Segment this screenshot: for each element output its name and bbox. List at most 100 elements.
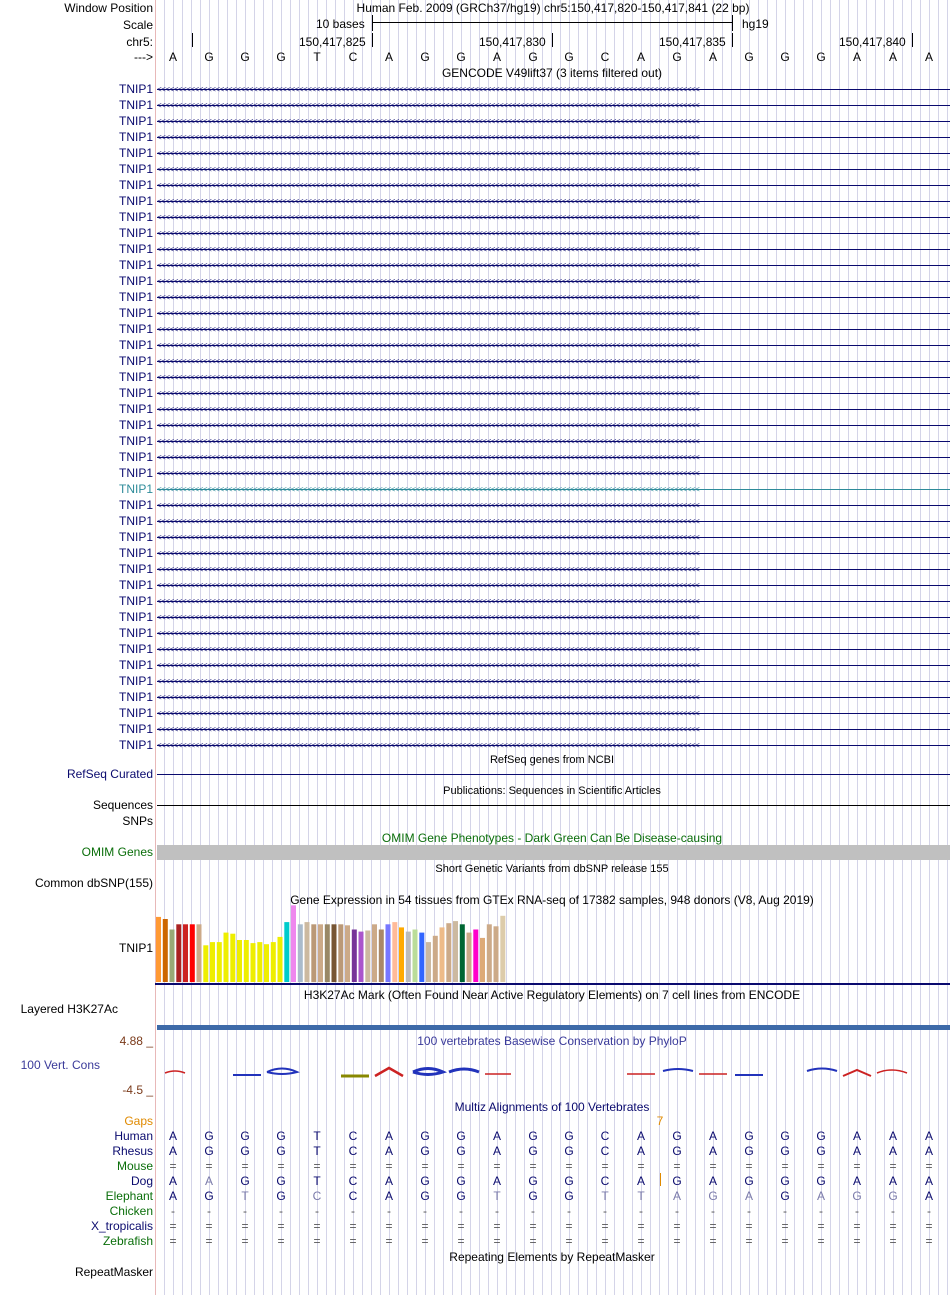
gtex-tissue-bar[interactable] [243,940,249,982]
gencode-transcript-line[interactable] [157,185,950,186]
gtex-tissue-bar[interactable] [466,932,472,982]
gencode-transcript-line[interactable] [157,249,950,250]
repeatmasker-label[interactable]: RepeatMasker [74,1265,153,1279]
gtex-label[interactable]: TNIP1 [118,941,153,955]
gtex-tissue-bar[interactable] [439,927,445,982]
gtex-tissue-bar[interactable] [156,916,161,982]
gtex-tissue-bar[interactable] [358,931,364,982]
gencode-transcript-line[interactable] [157,361,950,362]
gtex-tissue-bar[interactable] [399,927,404,982]
gencode-gene-label[interactable]: TNIP1 [118,194,153,208]
gencode-transcript-line[interactable] [157,601,950,602]
gtex-tissue-bar[interactable] [324,924,330,983]
gencode-gene-label[interactable]: TNIP1 [118,722,153,736]
species-label[interactable]: X_tropicalis [90,1219,153,1233]
gencode-transcript-line[interactable] [157,121,950,122]
gencode-gene-label[interactable]: TNIP1 [118,514,153,528]
gencode-transcript-line[interactable] [157,665,950,666]
gtex-tissue-bar[interactable] [196,924,202,983]
gtex-tissue-bar[interactable] [203,945,209,983]
gencode-transcript-line[interactable] [157,633,950,634]
gaps-label[interactable]: Gaps [124,1114,153,1128]
gencode-transcript-line[interactable] [157,537,950,538]
gtex-tissue-bar[interactable] [291,905,296,982]
h3k27ac-label[interactable]: Layered H3K27Ac [20,1002,118,1016]
gencode-gene-label[interactable]: TNIP1 [118,402,153,416]
gtex-tissue-bar[interactable] [372,924,377,983]
gtex-tissue-bar[interactable] [176,924,182,983]
gtex-tissue-bar[interactable] [169,929,175,983]
gencode-gene-label[interactable]: TNIP1 [118,450,153,464]
species-label[interactable]: Elephant [105,1189,153,1203]
gencode-transcript-line[interactable] [157,441,950,442]
gtex-tissue-bar[interactable] [426,942,431,982]
gencode-gene-label[interactable]: TNIP1 [118,354,153,368]
gencode-transcript-line[interactable] [157,329,950,330]
gencode-transcript-line[interactable] [157,393,950,394]
gtex-tissue-bar[interactable] [250,943,256,982]
gencode-transcript-line[interactable] [157,233,950,234]
gtex-tissue-bar[interactable] [365,930,371,983]
species-label[interactable]: Human [114,1129,153,1143]
gencode-gene-label[interactable]: TNIP1 [118,642,153,656]
multiz-title[interactable]: Multiz Alignments of 100 Vertebrates [454,1100,650,1114]
gtex-tissue-bar[interactable] [264,944,269,982]
phylop-title[interactable]: 100 vertebrates Basewise Conservation by… [417,1034,687,1048]
gtex-tissue-bar[interactable] [453,921,458,982]
gtex-tissue-bar[interactable] [277,936,283,982]
gtex-tissue-bar[interactable] [405,931,411,982]
gencode-transcript-line[interactable] [157,425,950,426]
snps-label[interactable]: SNPs [122,814,153,828]
gtex-tissue-bar[interactable] [210,942,215,982]
gencode-gene-label[interactable]: TNIP1 [118,210,153,224]
species-label[interactable]: Rhesus [112,1144,153,1158]
gtex-tissue-bar[interactable] [162,919,168,982]
gencode-transcript-line[interactable] [157,569,950,570]
gencode-transcript-line[interactable] [157,169,950,170]
gencode-gene-label[interactable]: TNIP1 [118,98,153,112]
gencode-gene-label[interactable]: TNIP1 [118,82,153,96]
gtex-tissue-bar[interactable] [493,926,499,982]
gtex-title[interactable]: Gene Expression in 54 tissues from GTEx … [290,893,814,907]
gencode-transcript-line[interactable] [157,457,950,458]
gtex-tissue-bar[interactable] [223,932,229,982]
gencode-transcript-line[interactable] [157,137,950,138]
gtex-tissue-bar[interactable] [446,923,452,982]
gencode-gene-label[interactable]: TNIP1 [118,738,153,752]
gencode-gene-label[interactable]: TNIP1 [118,658,153,672]
gencode-transcript-line[interactable] [157,553,950,554]
species-label[interactable]: Zebrafish [102,1234,153,1248]
dbsnp-label[interactable]: Common dbSNP(155) [34,876,153,890]
gencode-gene-label[interactable]: TNIP1 [118,498,153,512]
gencode-gene-label[interactable]: TNIP1 [118,610,153,624]
assembly-title[interactable]: Human Feb. 2009 (GRCh37/hg19) chr5:150,4… [356,1,750,15]
gtex-expression-chart[interactable] [155,905,950,985]
phylop-label[interactable]: 100 Vert. Cons [20,1058,100,1072]
gencode-gene-label[interactable]: TNIP1 [118,130,153,144]
gencode-transcript-line[interactable] [157,265,950,266]
gtex-tissue-bar[interactable] [216,942,222,982]
gencode-gene-label[interactable]: TNIP1 [118,370,153,384]
gtex-tissue-bar[interactable] [500,915,506,982]
gencode-transcript-line[interactable] [157,489,950,490]
gtex-tissue-bar[interactable] [392,922,398,982]
gtex-tissue-bar[interactable] [480,937,485,982]
phylop-conservation-logo[interactable] [155,1062,950,1082]
gencode-transcript-line[interactable] [157,713,950,714]
omim-title[interactable]: OMIM Gene Phenotypes - Dark Green Can Be… [381,831,723,845]
gencode-gene-label[interactable]: TNIP1 [118,258,153,272]
gtex-tissue-bar[interactable] [270,942,276,982]
publications-label[interactable]: Sequences [92,798,153,812]
gencode-gene-label[interactable]: TNIP1 [118,434,153,448]
gencode-gene-label[interactable]: TNIP1 [118,306,153,320]
gtex-tissue-bar[interactable] [230,933,236,982]
gencode-transcript-line[interactable] [157,505,950,506]
gencode-transcript-line[interactable] [157,729,950,730]
gencode-gene-label[interactable]: TNIP1 [118,482,153,496]
gtex-tissue-bar[interactable] [419,932,425,982]
gtex-tissue-bar[interactable] [257,942,263,982]
gencode-gene-label[interactable]: TNIP1 [118,418,153,432]
gencode-gene-label[interactable]: TNIP1 [118,562,153,576]
gencode-transcript-line[interactable] [157,153,950,154]
